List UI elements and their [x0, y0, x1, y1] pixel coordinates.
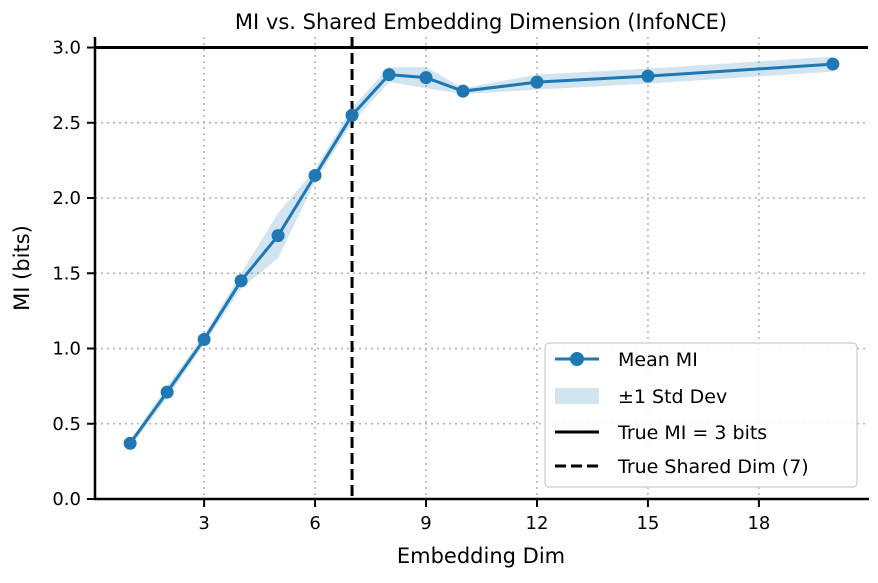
chart-title: MI vs. Shared Embedding Dimension (InfoN…	[235, 10, 727, 34]
data-point	[530, 75, 544, 89]
data-point	[345, 108, 359, 122]
data-point	[419, 71, 433, 85]
y-tick-label: 0.5	[52, 414, 81, 435]
legend-mean-marker	[570, 352, 584, 366]
x-tick-label: 9	[420, 513, 431, 534]
y-ticks: 0.0 0.5 1.0 1.5 2.0 2.5 3.0	[52, 38, 95, 510]
legend-box	[544, 342, 858, 488]
x-tick-label: 15	[636, 513, 659, 534]
data-point	[308, 168, 322, 182]
data-point	[456, 84, 470, 98]
data-point	[271, 229, 285, 243]
data-point	[160, 385, 174, 399]
x-tick-label: 3	[198, 513, 209, 534]
data-point	[197, 332, 211, 346]
x-tick-label: 6	[309, 513, 320, 534]
y-tick-label: 2.5	[52, 113, 81, 134]
y-axis-label: MI (bits)	[10, 225, 34, 311]
legend-std-swatch	[555, 388, 599, 404]
data-point	[123, 436, 137, 450]
data-point	[641, 69, 655, 83]
legend-std-label: ±1 Std Dev	[618, 386, 727, 408]
y-tick-label: 1.0	[52, 339, 81, 360]
x-tick-label: 12	[526, 513, 549, 534]
y-tick-label: 0.0	[52, 489, 81, 510]
legend-vline-label: True Shared Dim (7)	[617, 456, 809, 478]
mean-mi-points	[123, 57, 840, 450]
data-point	[826, 57, 840, 71]
x-ticks: 3 6 9 12 15 18	[198, 499, 770, 534]
data-point	[234, 274, 248, 288]
legend-hline-label: True MI = 3 bits	[617, 422, 767, 444]
data-point	[382, 68, 396, 82]
std-dev-band	[130, 56, 833, 447]
legend-mean-label: Mean MI	[618, 349, 698, 371]
x-tick-label: 18	[747, 513, 770, 534]
y-tick-label: 2.0	[52, 188, 81, 209]
x-axis-label: Embedding Dim	[397, 544, 565, 568]
y-tick-label: 3.0	[52, 38, 81, 59]
legend: Mean MI ±1 Std Dev True MI = 3 bits True…	[544, 342, 858, 488]
y-tick-label: 1.5	[52, 263, 81, 284]
